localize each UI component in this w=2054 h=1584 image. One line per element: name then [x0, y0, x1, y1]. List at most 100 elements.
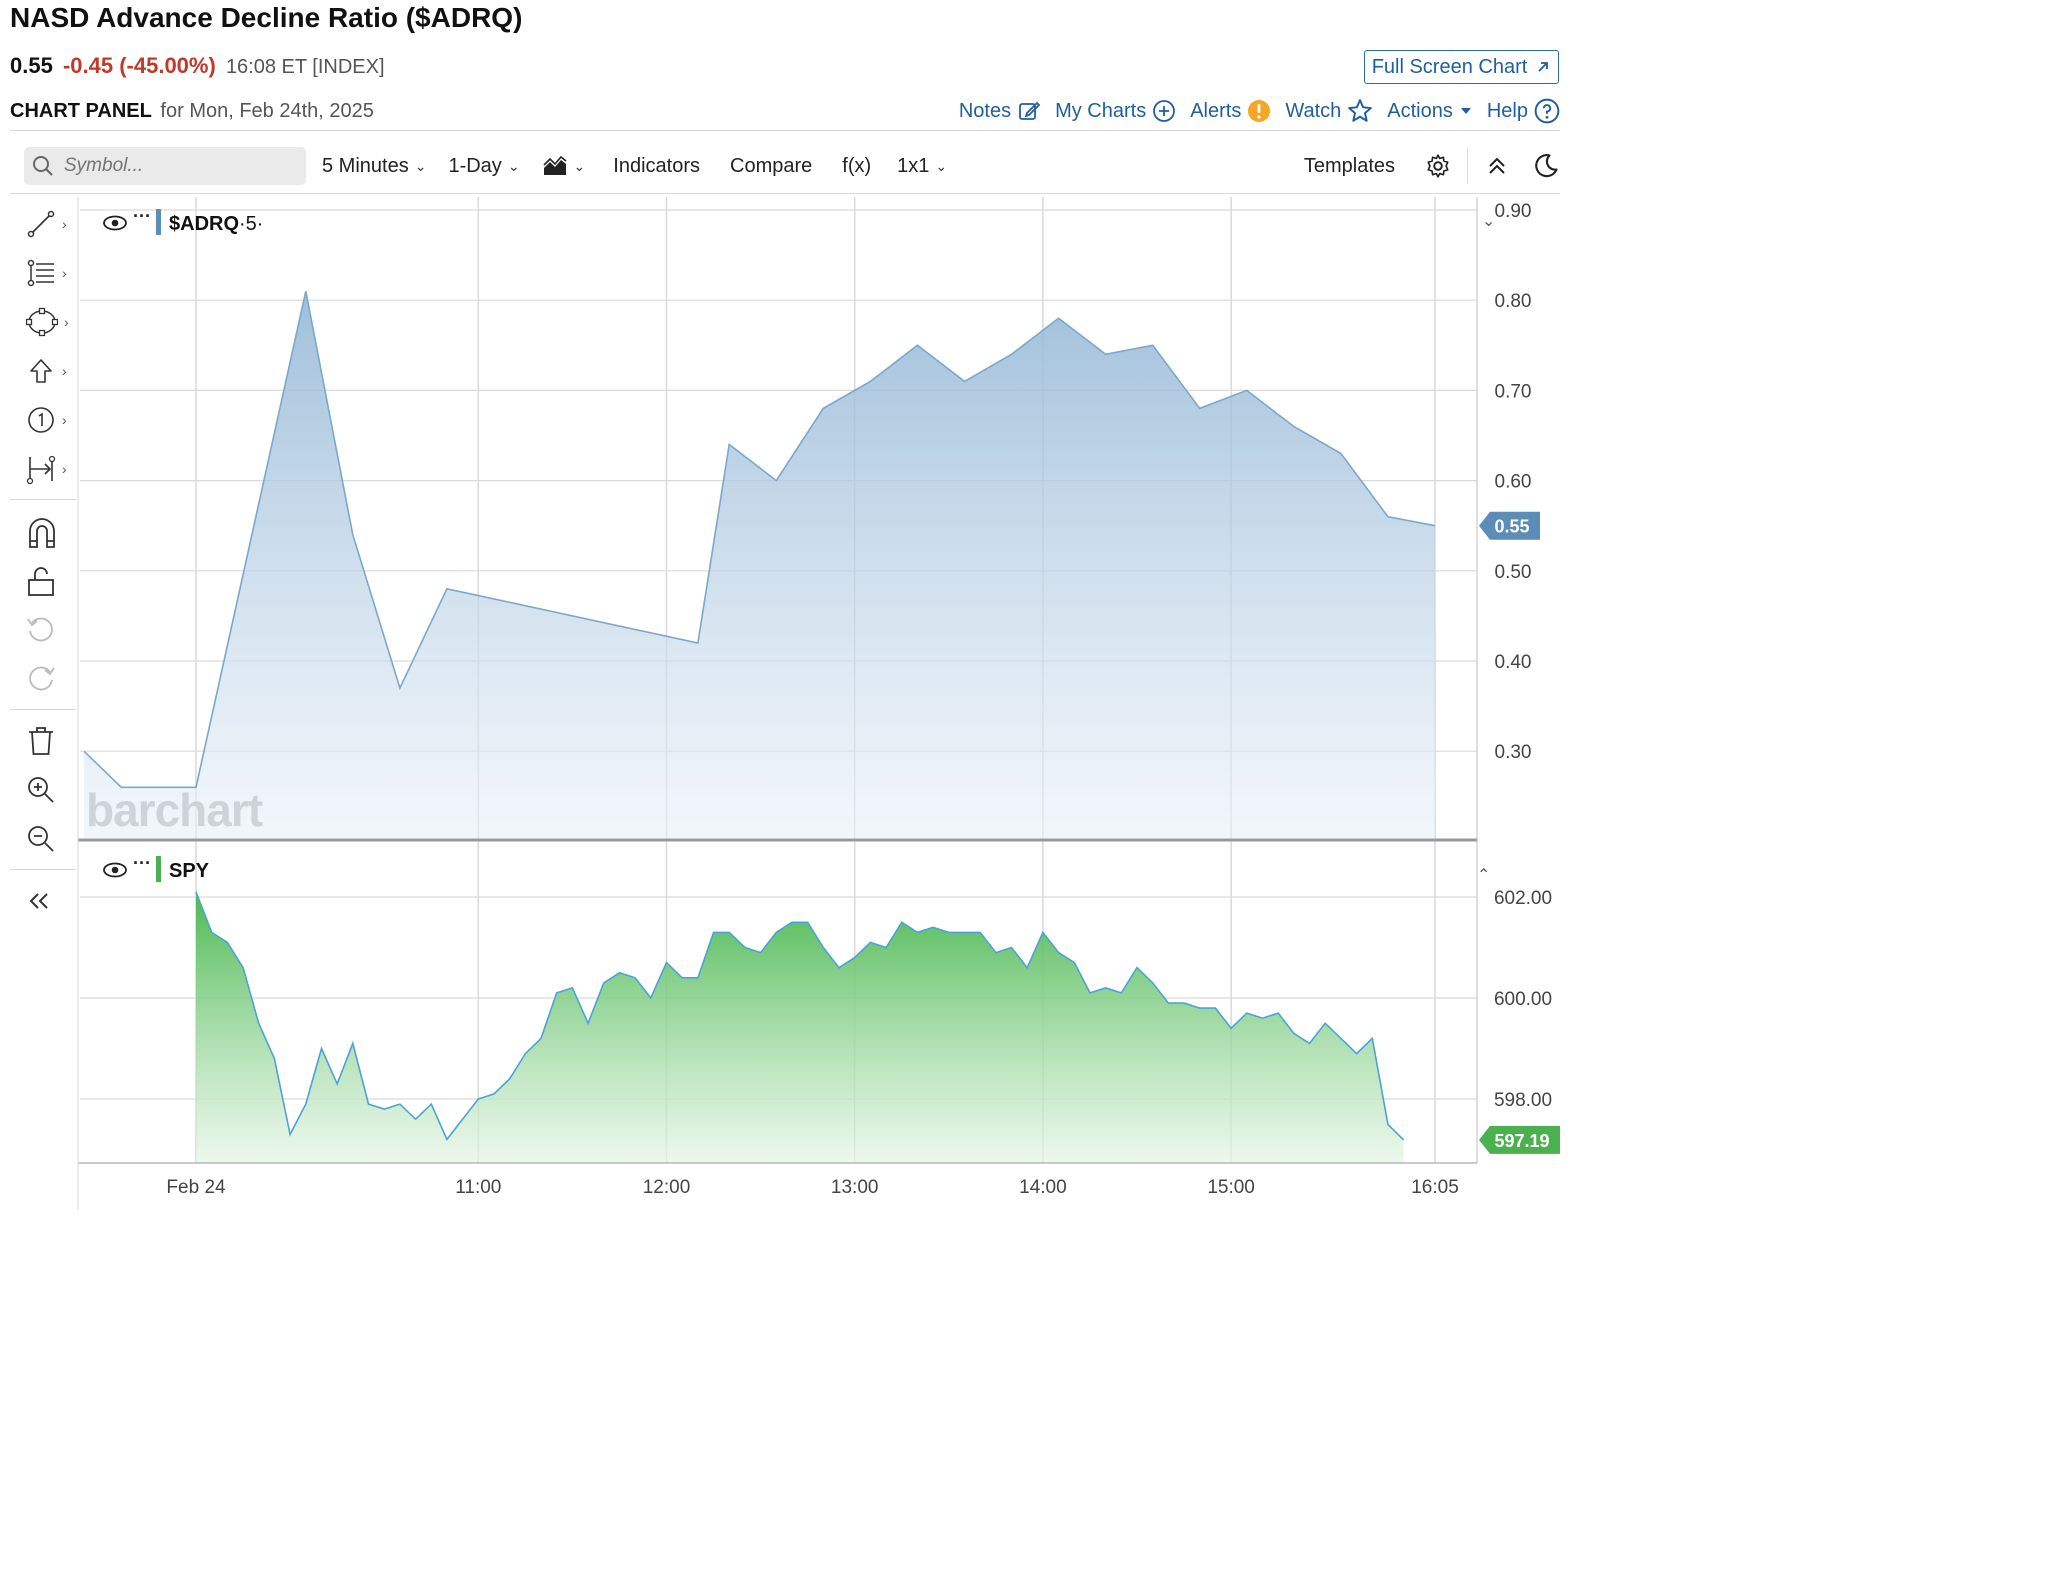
area-chart-icon	[542, 155, 567, 175]
templates-button[interactable]: Templates	[1304, 155, 1395, 178]
delete-button[interactable]	[26, 723, 76, 759]
my-charts-link[interactable]: My Charts	[1055, 99, 1176, 123]
interval-label: 5 Minutes	[322, 154, 409, 177]
symbol-search[interactable]	[24, 147, 306, 185]
y-tick-label-adrq: 0.30	[1495, 742, 1532, 763]
layout-dropdown[interactable]: 1x1 ⌄	[897, 155, 947, 178]
trash-icon	[29, 727, 53, 755]
compare-button[interactable]: Compare	[730, 155, 812, 178]
undo-icon	[27, 617, 53, 642]
quote-time: 16:08 ET [INDEX]	[225, 56, 385, 78]
interval-dropdown[interactable]: 5 Minutes ⌄	[322, 155, 426, 178]
legends: ··· $ADRQ·5· ··· SPY	[103, 206, 263, 882]
toolbar-divider-bottom	[10, 193, 1560, 194]
spy-color-swatch	[156, 856, 161, 882]
spy-last-value-badge	[1479, 1125, 1560, 1154]
eye-pupil	[111, 219, 119, 227]
magnet-icon	[29, 518, 55, 548]
magnet-tool[interactable]	[26, 514, 76, 550]
collapse-toolbar-button[interactable]	[1486, 155, 1508, 177]
chevron-down-icon: ⌄	[414, 157, 427, 174]
redo-button[interactable]	[26, 661, 76, 697]
label-tool[interactable]: ›	[26, 402, 76, 438]
help-label: Help	[1486, 99, 1528, 122]
alert-icon	[1248, 100, 1271, 122]
indicators-label: Indicators	[613, 154, 700, 177]
chevron-right-icon: ›	[62, 363, 67, 379]
alerts-link[interactable]: Alerts	[1190, 99, 1271, 123]
zoom-in-button[interactable]	[26, 772, 76, 808]
x-tick-label: 12:00	[643, 1177, 691, 1198]
eye-icon	[103, 215, 127, 231]
tools-divider	[10, 709, 76, 710]
caret-down-icon	[1460, 108, 1471, 114]
star-icon	[1348, 99, 1373, 122]
period-dropdown[interactable]: 1-Day ⌄	[448, 155, 519, 178]
chevron-down-icon: ⌄	[935, 157, 948, 174]
settings-button[interactable]	[1425, 153, 1451, 179]
compare-label: Compare	[730, 154, 813, 177]
y-tick-label-adrq: 0.90	[1495, 201, 1532, 222]
price-change: -0.45 (-45.00%)	[62, 53, 216, 78]
y-tick-label-spy: 600.00	[1494, 989, 1552, 1010]
series-layer: barchart	[83, 291, 1436, 1163]
measure-tool[interactable]: ›	[26, 451, 76, 487]
double-chevron-up-icon	[1489, 157, 1505, 174]
spy-series-line	[195, 891, 1405, 1141]
fib-tool[interactable]: ›	[26, 255, 76, 291]
x-tick-label: Feb 24	[166, 1177, 226, 1198]
adrq-area-fill	[84, 291, 1435, 838]
actions-label: Actions	[1387, 99, 1453, 122]
fibonacci-icon	[27, 259, 54, 287]
measure-icon	[26, 455, 56, 484]
trend-line-tool[interactable]: ›	[26, 206, 76, 242]
y-tick-label-spy: 598.00	[1494, 1090, 1552, 1111]
pane-expand-chevron-icon: ⌃	[1477, 867, 1490, 884]
indicators-button[interactable]: Indicators	[613, 155, 700, 178]
watch-label: Watch	[1285, 99, 1342, 122]
arrow-tool[interactable]: ›	[26, 353, 76, 389]
page-title: NASD Advance Decline Ratio ($ADRQ)	[10, 2, 523, 33]
chart-area[interactable]: barchart 0.90 0.80 0.70 0.60 0.50 0.40 0.30 602…	[0, 0, 1564, 1212]
numbered-marker-icon	[28, 407, 54, 433]
watch-link[interactable]: Watch	[1285, 98, 1373, 124]
actions-menu[interactable]: Actions	[1387, 100, 1473, 123]
symbol-input[interactable]	[62, 154, 286, 178]
redo-icon	[29, 666, 55, 691]
collapse-sidebar-button[interactable]	[26, 883, 76, 919]
help-link[interactable]: Help	[1487, 98, 1560, 124]
header-divider	[10, 130, 1560, 131]
undo-button[interactable]	[26, 612, 76, 648]
zoom-in-icon	[28, 777, 54, 803]
lock-tool[interactable]	[26, 563, 76, 599]
fx-button[interactable]: f(x)	[842, 155, 871, 178]
more-options-icon: ···	[133, 853, 151, 873]
pane-collapse-chevron-icon: ⌄	[1482, 213, 1495, 230]
quote-line: 0.55 -0.45 (-45.00%) 16:08 ET [INDEX]	[10, 53, 385, 79]
x-tick-label: 14:00	[1019, 1177, 1067, 1198]
chevron-down-icon: ⌄	[573, 157, 586, 174]
adrq-legend: ··· $ADRQ·5·	[103, 206, 263, 235]
notes-link[interactable]: Notes	[959, 99, 1041, 123]
chart-type-dropdown[interactable]: ⌄	[542, 155, 586, 177]
chevron-down-icon: ⌄	[507, 157, 520, 174]
x-tick-label: 15:00	[1207, 1177, 1255, 1198]
plus-circle-icon	[1153, 100, 1176, 122]
chart-page: NASD Advance Decline Ratio ($ADRQ) 0.55 …	[0, 0, 1564, 1212]
top-links: Notes My Charts Alerts Watch Actions Hel…	[959, 98, 1560, 124]
eye-icon	[103, 862, 127, 878]
spy-area-fill	[196, 891, 1404, 1163]
y-tick-label-adrq: 0.80	[1495, 291, 1532, 312]
full-screen-chart-label: Full Screen Chart	[1371, 55, 1528, 78]
shape-tool[interactable]: ›	[26, 304, 76, 340]
y-tick-label-adrq: 0.60	[1495, 472, 1532, 493]
notes-label: Notes	[958, 99, 1012, 122]
alerts-label: Alerts	[1190, 99, 1242, 122]
dark-mode-toggle[interactable]	[1532, 152, 1560, 180]
zoom-out-button[interactable]	[26, 821, 76, 857]
external-arrow-icon	[1538, 62, 1549, 72]
arrow-up-icon	[30, 359, 52, 383]
full-screen-chart-button[interactable]: Full Screen Chart	[1364, 50, 1559, 84]
spy-legend-label: SPY	[169, 860, 210, 882]
unlock-icon	[28, 567, 54, 596]
